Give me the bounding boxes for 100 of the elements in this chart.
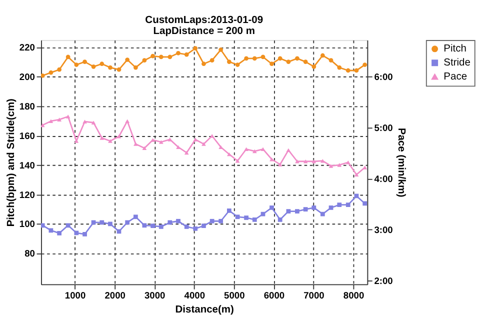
point: [193, 46, 198, 50]
point: [210, 58, 214, 63]
x-tick-label: 7000: [304, 290, 324, 301]
point: [41, 223, 45, 228]
point: [100, 136, 104, 140]
y-tick-label: 120: [19, 190, 35, 200]
point: [260, 54, 266, 60]
point: [328, 58, 334, 63]
point: [176, 218, 180, 224]
y2-axis-title: Pace (min/km): [395, 128, 406, 198]
point: [286, 148, 291, 152]
point: [142, 146, 147, 150]
point: [48, 119, 54, 123]
point: [74, 230, 79, 236]
point: [252, 217, 257, 222]
y-tick-label: 100: [19, 219, 35, 230]
point: [202, 142, 206, 146]
point: [150, 138, 155, 142]
point: [286, 60, 291, 64]
point: [184, 224, 189, 229]
x-tick-label: 4000: [184, 290, 205, 301]
point: [278, 217, 282, 222]
point: [150, 224, 155, 228]
point: [82, 120, 87, 124]
point: [303, 159, 308, 164]
point: [158, 54, 164, 60]
point: [337, 163, 342, 167]
point: [346, 202, 350, 207]
y2-tick-label: 6:00: [374, 72, 393, 82]
point: [142, 58, 147, 63]
point: [184, 52, 189, 57]
x-axis-title: Distance(m): [175, 304, 234, 316]
point: [270, 62, 274, 66]
point: [346, 160, 350, 164]
y-tick-label: 160: [19, 130, 35, 141]
point: [235, 214, 240, 220]
x-tick-label: 6000: [264, 290, 285, 301]
point: [320, 53, 325, 58]
point: [362, 201, 368, 206]
point: [168, 220, 172, 225]
point: [116, 229, 122, 234]
y-tick-label: 180: [19, 102, 35, 112]
y2-tick-label: 4:00: [374, 174, 393, 184]
point: [193, 226, 198, 231]
point: [354, 68, 359, 73]
point: [168, 54, 172, 60]
x-tick-label: 2000: [104, 290, 126, 301]
point: [116, 134, 122, 138]
point: [116, 67, 122, 72]
point: [226, 208, 232, 213]
point: [41, 123, 45, 128]
point: [66, 54, 70, 60]
x-tick-label: 8000: [343, 290, 364, 301]
point: [244, 216, 248, 220]
point: [202, 62, 206, 66]
point: [158, 140, 164, 144]
point: [235, 158, 240, 163]
y2-tick-label: 3:00: [374, 224, 393, 235]
point: [210, 218, 214, 224]
y-tick-label: 200: [19, 72, 35, 82]
legend-label: Stride: [444, 58, 471, 69]
point: [328, 164, 334, 168]
point: [134, 65, 138, 70]
point: [142, 223, 147, 228]
point: [286, 209, 291, 214]
legend-label: Pitch: [444, 44, 467, 55]
point: [354, 172, 359, 177]
point: [48, 228, 54, 233]
point: [328, 206, 334, 210]
x-tick-label: 1000: [64, 290, 86, 301]
point: [362, 62, 368, 67]
point: [74, 62, 79, 67]
point: [134, 214, 138, 220]
point: [150, 54, 155, 58]
point: [320, 212, 325, 216]
point: [82, 232, 87, 236]
point: [218, 218, 224, 224]
point: [66, 114, 70, 118]
point: [176, 50, 180, 56]
point: [226, 60, 232, 64]
point: [48, 70, 54, 75]
y-axis-title: Pitch(bpm) and Stride(cm): [6, 98, 17, 227]
point: [134, 142, 138, 146]
point: [158, 224, 164, 229]
point: [108, 139, 112, 143]
point: [235, 62, 240, 67]
y2-tick-label: 2:00: [374, 276, 393, 286]
legend-label: Pace: [444, 72, 468, 83]
y-tick-label: 80: [24, 248, 35, 259]
point: [125, 220, 130, 225]
point: [66, 223, 70, 228]
point: [125, 58, 130, 62]
point: [278, 56, 282, 61]
point: [252, 56, 257, 61]
point: [260, 147, 266, 152]
point: [57, 231, 62, 236]
point: [210, 134, 214, 138]
point: [270, 206, 274, 210]
point: [218, 48, 224, 52]
x-tick-label: 3000: [144, 290, 166, 301]
